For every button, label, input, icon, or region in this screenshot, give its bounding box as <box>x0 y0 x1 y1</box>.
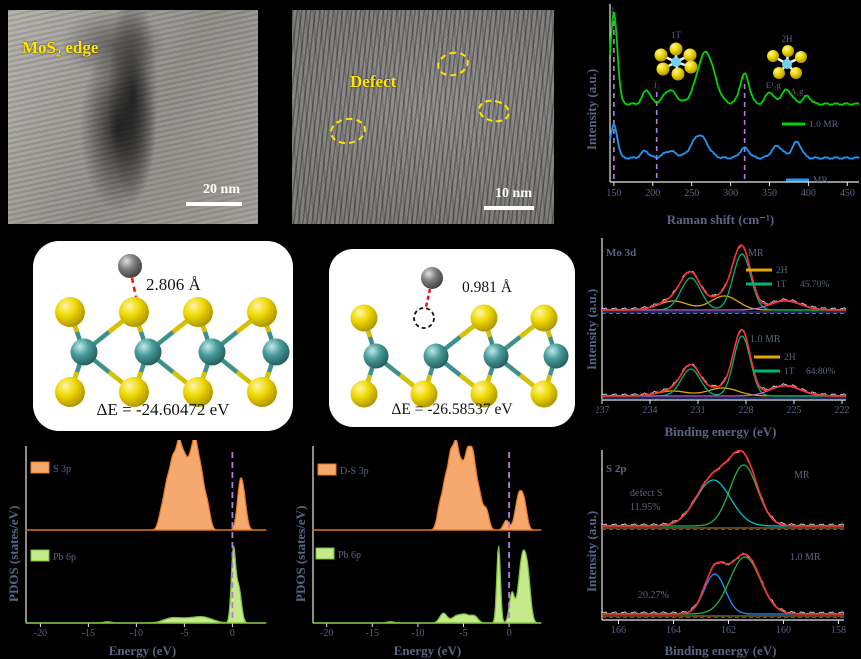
pdos1-x-axis-label: Energy (eV) <box>108 643 177 658</box>
distance-label: 2.806 Å <box>146 275 202 294</box>
scale-bar-label-20nm: 20 nm <box>203 182 240 197</box>
svg-text:158: 158 <box>831 625 846 636</box>
pdos-pristine-panel: PDOS (states/eV) -20 -15 -10 -5 0 S 3p Pb 6p E… <box>0 440 285 659</box>
svg-text:defect S: defect S <box>630 488 663 499</box>
svg-text:D-S 3p: D-S 3p <box>340 466 369 477</box>
svg-text:-15: -15 <box>366 628 379 639</box>
pdos2-x-axis-label: Energy (eV) <box>393 643 462 658</box>
defect-marker-ellipse <box>328 115 368 147</box>
svg-text:237: 237 <box>596 405 610 416</box>
svg-text:222: 222 <box>835 405 850 416</box>
svg-text:-5: -5 <box>459 628 467 639</box>
svg-text:2H: 2H <box>776 266 788 276</box>
pdos-defect-chart: -20 -15 -10 -5 0 D-S 3p Pb 6p <box>312 440 542 639</box>
svg-text:1T: 1T <box>776 280 787 290</box>
svg-text:200: 200 <box>645 188 660 199</box>
svg-text:450: 450 <box>840 188 855 199</box>
bond-distance-dashed-line <box>130 277 138 298</box>
defect-marker-ellipse <box>476 96 512 126</box>
bond-distance-dashed-line <box>424 288 432 308</box>
svg-text:45.70%: 45.70% <box>800 280 829 290</box>
pdos-pristine-chart: -20 -15 -10 -5 0 S 3p Pb 6p <box>25 440 267 639</box>
svg-text:-5: -5 <box>180 628 188 639</box>
scale-bar <box>484 206 534 210</box>
svg-text:Pb 6p: Pb 6p <box>338 550 361 561</box>
svg-text:350: 350 <box>762 188 777 199</box>
mos2-lattice <box>55 297 290 407</box>
svg-text:1.0 MR: 1.0 MR <box>790 552 821 563</box>
svg-text:J₃: J₃ <box>741 72 747 82</box>
pb-atom <box>421 267 443 289</box>
svg-text:162: 162 <box>721 625 736 636</box>
svg-text:160: 160 <box>776 625 791 636</box>
defect-marker-ellipse <box>434 48 472 80</box>
svg-text:0: 0 <box>507 628 512 639</box>
svg-text:166: 166 <box>611 625 626 636</box>
structure-pristine-model: 2.806 Å ΔE = -24.60472 eV <box>33 241 293 431</box>
svg-text:S 2p: S 2p <box>606 463 627 475</box>
svg-text:J₂: J₂ <box>654 80 660 90</box>
svg-text:MR: MR <box>748 248 764 259</box>
scale-bar-label-10nm: 10 nm <box>495 186 532 201</box>
tem-defect-label: Defect <box>350 72 397 91</box>
svg-text:1.0 MR: 1.0 MR <box>809 120 839 130</box>
svg-text:234: 234 <box>643 405 658 416</box>
inset-2h-label: 2H <box>782 34 794 44</box>
structure-card <box>33 241 293 431</box>
svg-text:MR: MR <box>813 176 828 186</box>
svg-text:400: 400 <box>801 188 816 199</box>
tem-image-defect: Defect 10 nm <box>292 10 554 224</box>
s2p-x-axis-label: Binding energy (eV) <box>664 643 777 658</box>
structure-pristine-panel: 2.806 Å ΔE = -24.60472 eV <box>30 238 296 434</box>
svg-text:228: 228 <box>739 405 754 416</box>
raman-x-axis-label: Raman shift (cm⁻¹) <box>666 212 775 227</box>
xps-mo3d-chart: 237 234 231 228 225 222 Mo 3d MR 2H 1T 45.70% 1.0 M… <box>596 238 850 416</box>
xps-s2p-chart: 166 164 162 160 158 S 2p MR defect S 11.95% 1.0 M… <box>601 449 846 636</box>
svg-text:64.80%: 64.80% <box>806 367 835 377</box>
mos2-lattice-vacancy <box>350 304 569 408</box>
svg-text:300: 300 <box>723 188 738 199</box>
mo3d-x-axis-label: Binding energy (eV) <box>664 424 777 439</box>
svg-text:MR: MR <box>794 470 810 481</box>
svg-text:Mo 3d: Mo 3d <box>606 247 636 259</box>
inset-1t-label: 1T <box>671 30 682 40</box>
tem-image-mos2-edge: MoS₂ edge 20 nm <box>8 10 258 224</box>
svg-text:1T: 1T <box>784 367 795 377</box>
svg-text:-15: -15 <box>82 628 95 639</box>
svg-text:20.27%: 20.27% <box>638 590 669 601</box>
svg-text:164: 164 <box>666 625 681 636</box>
svg-text:11.95%: 11.95% <box>630 502 660 513</box>
svg-text:E¹₂g: E¹₂g <box>766 80 782 90</box>
structure-defect-panel: 0.981 Å ΔE = -26.58537 eV <box>326 246 578 430</box>
raman-chart: 1T 2H 150 200 250 300 350 400 450 1.0 MR MR J₁ J₂ J… <box>606 4 860 199</box>
pdos-defect-panel: PDOS (states/eV) -20 -15 -10 -5 0 D-S 3p Pb 6p… <box>285 440 570 659</box>
pb-atom <box>118 254 142 278</box>
adsorption-energy-label: ΔE = -26.58537 eV <box>391 401 513 418</box>
raman-panel: Intensity (a.u.) 1T 2H 150 200 250 300 350 40… <box>580 0 861 228</box>
scale-bar <box>186 202 242 206</box>
svg-text:225: 225 <box>787 405 802 416</box>
svg-text:A₁g: A₁g <box>790 86 804 96</box>
svg-text:231: 231 <box>691 405 706 416</box>
svg-text:250: 250 <box>684 188 699 199</box>
svg-text:-20: -20 <box>34 628 47 639</box>
svg-text:0: 0 <box>230 628 235 639</box>
svg-text:J₁: J₁ <box>611 5 617 15</box>
adsorption-energy-label: ΔE = -24.60472 eV <box>97 400 231 419</box>
svg-text:-10: -10 <box>130 628 143 639</box>
svg-text:150: 150 <box>606 188 621 199</box>
svg-text:1.0 MR: 1.0 MR <box>750 334 781 345</box>
svg-text:Pb 6p: Pb 6p <box>53 552 76 563</box>
structure-defect-model: 0.981 Å ΔE = -26.58537 eV <box>329 249 575 427</box>
tem-edge-label: MoS₂ edge <box>22 38 99 57</box>
xps-s2p-panel: Intensity (a.u.) 166 164 162 160 158 S 2p MR de… <box>580 442 861 659</box>
distance-label: 0.981 Å <box>462 279 513 296</box>
svg-text:S 3p: S 3p <box>53 464 71 475</box>
svg-text:-10: -10 <box>411 628 424 639</box>
sulfur-vacancy-circle <box>413 307 435 329</box>
svg-text:-20: -20 <box>320 628 333 639</box>
svg-text:2H: 2H <box>784 353 796 363</box>
structure-card <box>329 249 575 427</box>
xps-mo3d-panel: Intensity (a.u.) 237 234 231 228 225 222 Mo 3d… <box>580 230 861 440</box>
